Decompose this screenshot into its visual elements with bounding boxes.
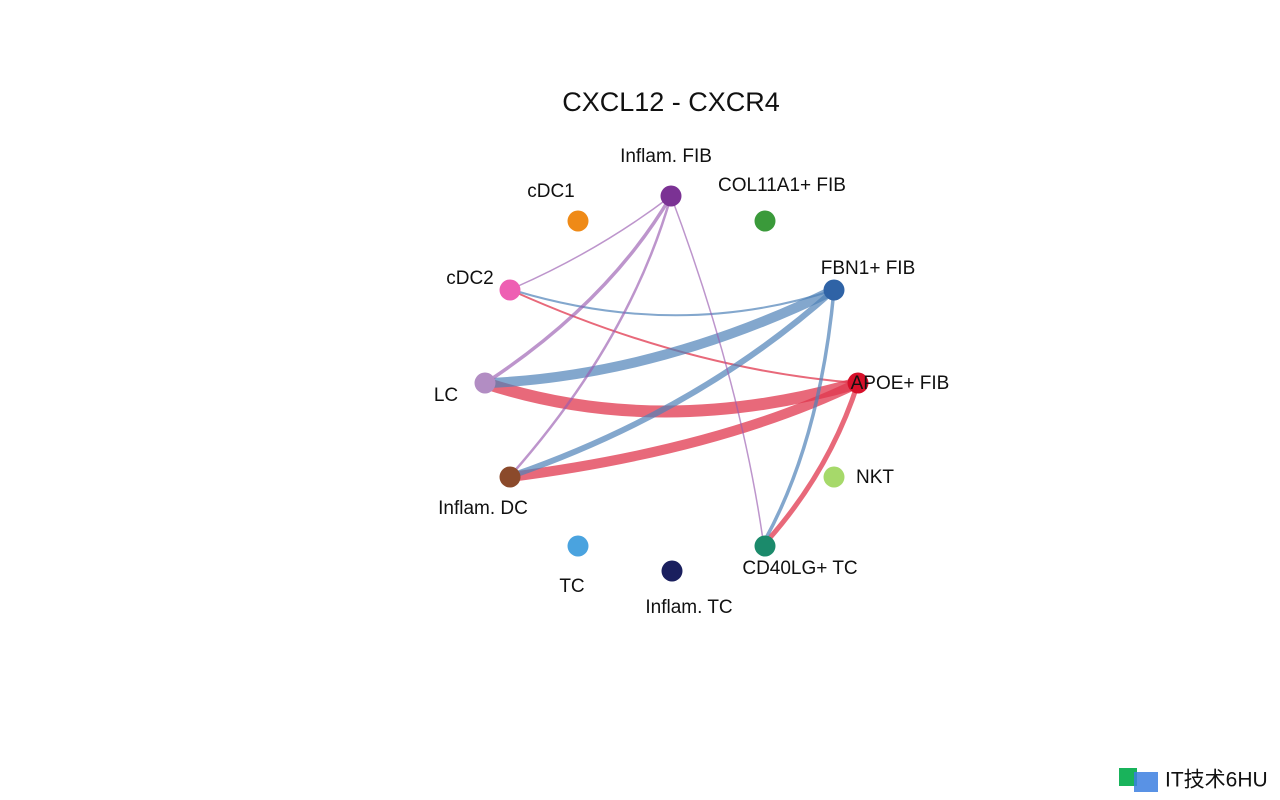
node-label: LC [434,385,458,406]
node [567,535,589,557]
node [499,279,521,301]
icon-part [1134,772,1158,792]
node [567,210,589,232]
edge [513,287,837,478]
edge [511,195,673,475]
node-label: Inflam. FIB [620,146,712,167]
edge [489,285,837,388]
edge [670,195,764,541]
node-label: APOE+ FIB [851,373,950,394]
edge [489,195,673,382]
edges [483,195,861,542]
node-label: Inflam. TC [645,597,732,618]
node [660,185,682,207]
node [847,372,869,394]
nodes: Inflam. FIB COL11A1+ FIB FBN1+ FIB APOE+ FI… [434,146,950,618]
node [754,210,776,232]
watermark-icon [1119,768,1158,792]
node-label: TC [559,576,584,597]
edge [509,378,861,482]
edge [514,291,859,384]
title: CXCL12 - CXCR4 [562,87,780,117]
node-label: NKT [856,467,894,488]
node-label: cDC2 [446,268,494,289]
edge [515,289,835,317]
watermark: IT技术6HU [1165,769,1268,792]
node-label: cDC1 [527,181,575,202]
node [823,279,845,301]
node [474,372,496,394]
node [661,560,683,582]
node-label: FBN1+ FIB [821,258,916,279]
node-label: CD40LG+ TC [742,558,857,579]
node-label: Inflam. DC [438,498,528,519]
edge [763,289,836,541]
edge [766,382,861,542]
node [499,466,521,488]
icon-part [1119,768,1137,786]
node [754,535,776,557]
node [823,466,845,488]
node-label: COL11A1+ FIB [718,175,846,196]
edge [515,195,672,288]
